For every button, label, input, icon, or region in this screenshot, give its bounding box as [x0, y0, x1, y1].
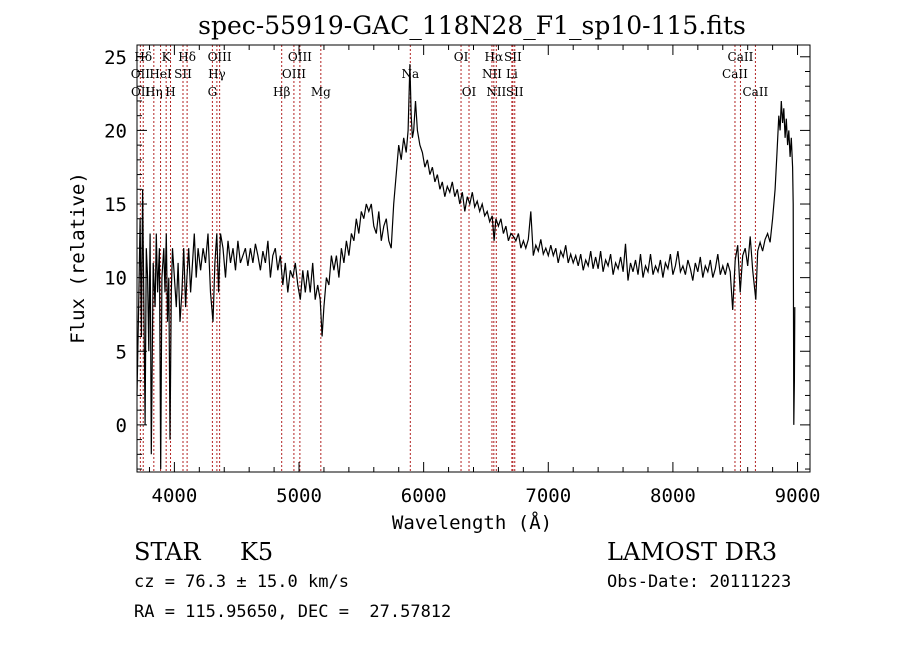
- x-tick-label: 7000: [525, 485, 571, 507]
- spectral-line-label: K: [162, 50, 172, 64]
- spectral-line-label: CaII: [742, 85, 768, 99]
- spectral-line-label: NII: [486, 85, 506, 99]
- x-tick-label: 4000: [152, 485, 198, 507]
- x-axis-label: Wavelength (Å): [392, 511, 552, 534]
- y-axis: 0 5 10 15 20 25: [104, 47, 810, 470]
- survey-name: LAMOST DR3: [607, 538, 778, 566]
- spectral-line-label: CaII: [722, 67, 748, 81]
- x-axis: 4000 5000 6000 7000 8000 9000: [148, 45, 821, 507]
- spectral-line-label: OI: [462, 85, 477, 99]
- y-tick-label: 15: [104, 194, 127, 216]
- y-tick-label: 5: [116, 341, 127, 363]
- y-tick-label: 0: [116, 415, 127, 437]
- x-tick-label: 6000: [401, 485, 447, 507]
- spectral-line-label: Hβ: [273, 85, 290, 99]
- spectral-line-label: OIII: [282, 67, 306, 81]
- spectral-line-markers: [139, 45, 756, 472]
- spectral-line-label: Hγ: [208, 67, 226, 81]
- spectral-line-label: OI: [454, 50, 469, 64]
- spectral-line-label: SII: [506, 85, 524, 99]
- spectral-line-label: OIII: [208, 50, 232, 64]
- spectrum-line: [136, 64, 796, 470]
- spectral-line-label: G: [208, 85, 218, 99]
- spectral-line-label: CaII: [728, 50, 754, 64]
- spectral-line-label: SII: [174, 67, 192, 81]
- coordinates: RA = 115.95650, DEC = 27.57812: [134, 602, 452, 622]
- obs-date: Obs-Date: 20111223: [607, 572, 792, 592]
- spectral-line-label: Hδ: [178, 50, 196, 64]
- y-axis-label: Flux (relative): [67, 172, 89, 344]
- x-tick-label: 5000: [276, 485, 322, 507]
- x-tick-label: 9000: [775, 485, 821, 507]
- y-tick-label: 25: [104, 47, 127, 69]
- spectral-line-label: SII: [504, 50, 522, 64]
- plot-frame: [136, 44, 811, 473]
- spectral-line-label: OII: [131, 67, 151, 81]
- spectral-line-label: Hα: [485, 50, 504, 64]
- redshift-cz: cz = 76.3 ± 15.0 km/s: [134, 572, 349, 592]
- spectral-line-label: HeI: [149, 67, 172, 81]
- spectral-line-label: Hη: [145, 85, 163, 99]
- y-tick-label: 10: [104, 268, 127, 290]
- spectral-line-label: Mg: [311, 85, 331, 99]
- spectral-line-label: OII: [131, 85, 151, 99]
- y-tick-label: 20: [104, 120, 127, 142]
- chart-title: spec-55919-GAC_118N28_F1_sp10-115.fits: [198, 11, 746, 40]
- x-tick-label: 8000: [650, 485, 696, 507]
- spectral-line-label: H: [165, 85, 175, 99]
- spectral-line-label: NII: [482, 67, 502, 81]
- spectral-line-label: Li: [506, 67, 518, 81]
- spectral-line-label: OIII: [288, 50, 312, 64]
- spectral-subclass: K5: [240, 538, 274, 566]
- object-type: STAR: [134, 538, 201, 566]
